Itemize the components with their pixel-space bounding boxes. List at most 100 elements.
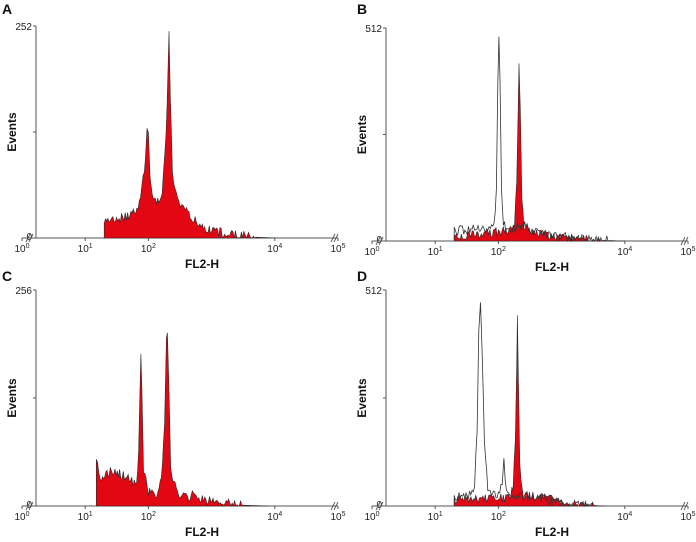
- x-tick-label: 104: [267, 243, 282, 255]
- axis-break-mark: [378, 236, 384, 246]
- x-tick-exponent: 2: [502, 511, 506, 518]
- x-tick-base: 10: [428, 512, 440, 523]
- y-axis-title: Events: [5, 378, 19, 418]
- x-tick-label: 101: [428, 246, 443, 258]
- axis-break-mark: [333, 501, 339, 511]
- y-max-label: 512: [365, 286, 382, 297]
- x-tick-exponent: 5: [342, 243, 346, 250]
- y-axis-title: Events: [355, 378, 369, 418]
- x-tick-label: 105: [330, 243, 345, 255]
- histogram-outline-outline: [453, 302, 600, 508]
- x-tick-base: 10: [141, 512, 153, 523]
- axis-break-mark: [330, 501, 336, 511]
- x-tick-label: 105: [680, 246, 695, 258]
- x-tick-exponent: 5: [692, 511, 696, 518]
- x-tick-label: 105: [330, 511, 345, 523]
- histogram-filled-filled: [453, 63, 625, 242]
- x-tick-base: 10: [680, 247, 692, 258]
- axis-break-mark: [28, 233, 34, 243]
- x-tick-base: 10: [14, 512, 26, 523]
- x-axis-title: FL2-H: [535, 260, 569, 274]
- x-tick-base: 10: [14, 244, 26, 255]
- x-tick-base: 10: [491, 512, 503, 523]
- x-tick-label: 101: [428, 511, 443, 523]
- histogram-filled-filled: [96, 332, 269, 508]
- x-tick-base: 10: [78, 512, 90, 523]
- x-tick-label: 100: [14, 243, 29, 255]
- x-tick-label: 104: [267, 511, 282, 523]
- x-tick-base: 10: [330, 244, 342, 255]
- x-axis-title: FL2-H: [185, 525, 219, 539]
- x-tick-exponent: 1: [89, 243, 93, 250]
- x-tick-label: 100: [364, 246, 379, 258]
- x-axis-title: FL2-H: [535, 525, 569, 539]
- axis-break-mark: [28, 501, 34, 511]
- x-tick-exponent: 4: [278, 243, 282, 250]
- axis-break-mark: [25, 233, 31, 243]
- axis-break-mark: [680, 236, 686, 246]
- x-tick-exponent: 1: [439, 246, 443, 253]
- x-tick-base: 10: [428, 247, 440, 258]
- y-max-label: 256: [15, 286, 32, 297]
- x-tick-base: 10: [141, 244, 153, 255]
- x-tick-label: 100: [14, 511, 29, 523]
- x-tick-label: 104: [617, 246, 632, 258]
- x-tick-label: 100: [364, 511, 379, 523]
- x-tick-exponent: 5: [342, 511, 346, 518]
- x-tick-base: 10: [364, 512, 376, 523]
- x-tick-exponent: 2: [152, 511, 156, 518]
- y-axis-title: Events: [355, 115, 369, 155]
- x-tick-exponent: 0: [26, 511, 30, 518]
- x-tick-exponent: 0: [376, 246, 380, 253]
- x-tick-exponent: 2: [502, 246, 506, 253]
- x-tick-base: 10: [680, 512, 692, 523]
- x-axis-title: FL2-H: [185, 257, 219, 271]
- histogram-filled-filled: [103, 31, 275, 239]
- panel-letter: B: [357, 1, 367, 17]
- axis-break-mark: [25, 501, 31, 511]
- x-tick-exponent: 4: [278, 511, 282, 518]
- y-axis-title: Events: [5, 112, 19, 152]
- x-tick-label: 102: [141, 511, 156, 523]
- x-tick-label: 102: [491, 246, 506, 258]
- y-max-label: 512: [365, 24, 382, 35]
- x-tick-label: 102: [491, 511, 506, 523]
- histogram-filled-filled: [453, 315, 606, 507]
- panel-letter: D: [357, 268, 367, 284]
- x-tick-base: 10: [267, 512, 279, 523]
- axis-break-mark: [683, 236, 689, 246]
- x-tick-base: 10: [491, 247, 503, 258]
- x-tick-exponent: 4: [628, 511, 632, 518]
- axis-break-mark: [683, 501, 689, 511]
- x-tick-exponent: 1: [89, 511, 93, 518]
- x-tick-label: 105: [680, 511, 695, 523]
- x-tick-base: 10: [330, 512, 342, 523]
- panel-letter: A: [2, 1, 12, 17]
- axis-break-mark: [375, 501, 381, 511]
- axis-break-mark: [330, 233, 336, 243]
- x-tick-base: 10: [267, 244, 279, 255]
- x-tick-base: 10: [617, 247, 629, 258]
- x-tick-base: 10: [364, 247, 376, 258]
- x-tick-exponent: 0: [26, 243, 30, 250]
- x-tick-base: 10: [78, 244, 90, 255]
- x-tick-exponent: 4: [628, 246, 632, 253]
- x-tick-exponent: 0: [376, 511, 380, 518]
- axis-break-mark: [375, 236, 381, 246]
- panel-letter: C: [2, 268, 12, 284]
- x-tick-label: 101: [78, 243, 93, 255]
- x-tick-base: 10: [617, 512, 629, 523]
- x-tick-label: 104: [617, 511, 632, 523]
- histogram-outline-outline: [453, 36, 619, 243]
- y-max-label: 252: [15, 22, 32, 33]
- axis-break-mark: [378, 501, 384, 511]
- x-tick-label: 102: [141, 243, 156, 255]
- x-tick-exponent: 5: [692, 246, 696, 253]
- x-tick-label: 101: [78, 511, 93, 523]
- axis-break-mark: [333, 233, 339, 243]
